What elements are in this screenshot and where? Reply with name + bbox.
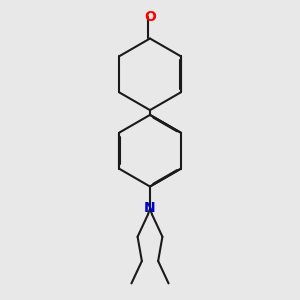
Text: N: N — [144, 201, 156, 215]
Text: O: O — [144, 10, 156, 24]
